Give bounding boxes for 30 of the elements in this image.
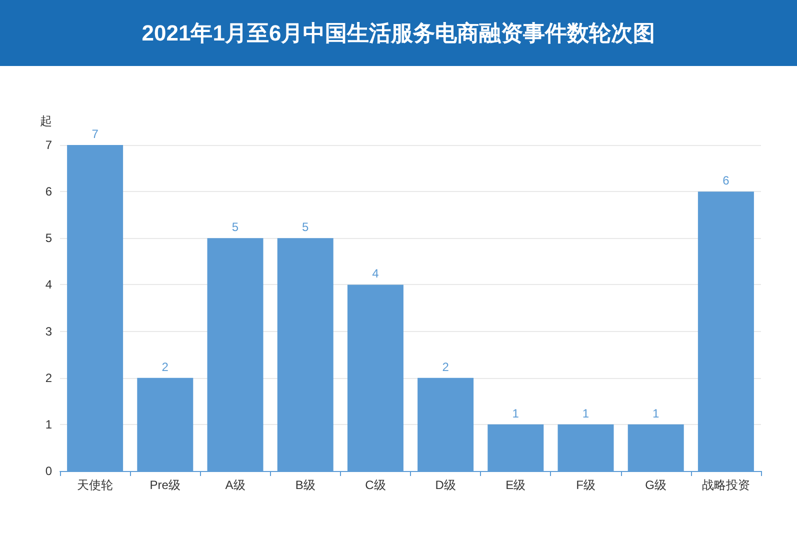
data-label: 5 [232, 220, 239, 234]
x-tick-label: 天使轮 [77, 478, 114, 492]
x-tick-label: B级 [295, 478, 316, 492]
chart-title: 2021年1月至6月中国生活服务电商融资事件数轮次图 [142, 20, 656, 46]
y-tick-label: 1 [45, 417, 52, 432]
x-tick-label: 战略投资 [702, 478, 750, 492]
data-label: 5 [302, 220, 310, 234]
x-tick-label: E级 [506, 478, 526, 492]
x-tick-label: A级 [225, 478, 246, 492]
y-tick-label: 3 [45, 324, 52, 338]
data-label: 7 [92, 127, 99, 141]
y-tick-label: 5 [45, 231, 52, 246]
data-label: 2 [442, 360, 450, 374]
x-tick-label: Pre级 [150, 478, 180, 492]
y-tick-label: 7 [45, 138, 52, 152]
x-tick-label: G级 [645, 478, 667, 492]
x-tick-label: F级 [576, 478, 596, 492]
data-label: 2 [162, 360, 169, 374]
data-label: 4 [372, 266, 380, 281]
x-tick-label: C级 [365, 478, 386, 492]
y-tick-label: 4 [45, 278, 52, 292]
data-label: 1 [652, 406, 660, 420]
y-tick-label: 6 [45, 184, 52, 199]
data-label: 1 [512, 406, 520, 420]
y-axis-title: 起 [40, 114, 52, 128]
x-tick-label: D级 [435, 478, 456, 492]
y-tick-label: 0 [45, 464, 52, 478]
data-label: 1 [582, 406, 590, 420]
y-tick-label: 2 [45, 370, 52, 385]
data-label: 6 [722, 174, 730, 188]
